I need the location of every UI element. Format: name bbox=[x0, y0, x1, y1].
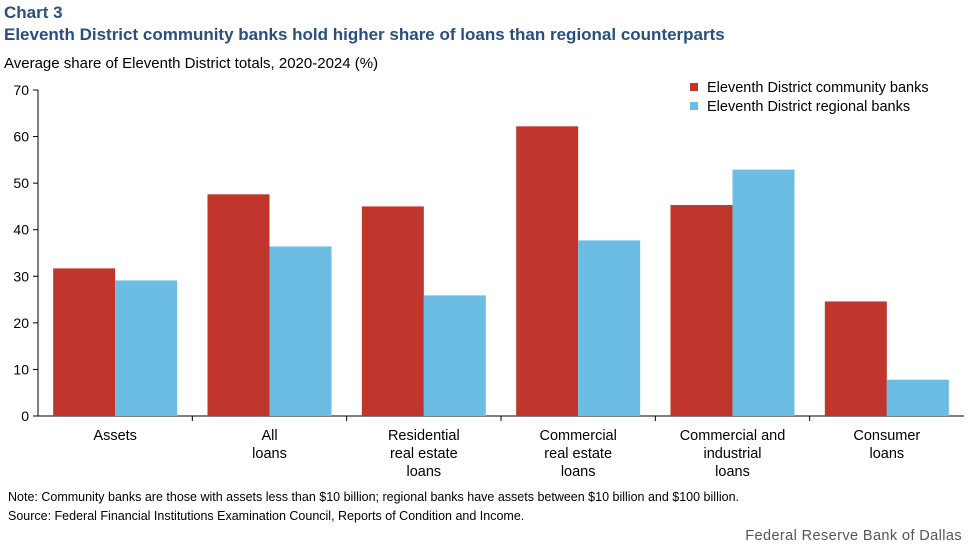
category-label: industrial bbox=[703, 446, 761, 462]
chart-subtitle: Average share of Eleventh District total… bbox=[4, 55, 379, 72]
category-label: Commercial and bbox=[680, 428, 786, 444]
bar-regional bbox=[886, 379, 949, 416]
category-label: Assets bbox=[93, 428, 137, 444]
chart-source: Source: Federal Financial Institutions E… bbox=[8, 509, 525, 523]
y-tick-label: 70 bbox=[13, 82, 29, 98]
bar-regional bbox=[578, 240, 641, 416]
legend-swatch-community bbox=[690, 83, 698, 91]
y-tick-label: 10 bbox=[13, 361, 29, 377]
category-label: Commercial bbox=[539, 428, 616, 444]
bar-regional bbox=[269, 246, 332, 416]
category-label: Residential bbox=[388, 428, 460, 444]
y-tick-label: 30 bbox=[13, 268, 29, 284]
y-tick-label: 20 bbox=[13, 315, 29, 331]
category-label: Consumer bbox=[853, 428, 920, 444]
bar-community bbox=[207, 194, 270, 416]
bar-community bbox=[670, 205, 733, 416]
bar-regional bbox=[732, 169, 795, 416]
bar-regional bbox=[423, 295, 486, 416]
legend-swatch-regional bbox=[690, 102, 698, 110]
category-label: real estate bbox=[390, 446, 458, 462]
category-label: loans bbox=[252, 446, 287, 462]
attribution: Federal Reserve Bank of Dallas bbox=[745, 528, 962, 544]
category-label: loans bbox=[561, 464, 596, 480]
category-label: All bbox=[261, 428, 277, 444]
legend-label-community: Eleventh District community banks bbox=[707, 80, 929, 96]
chart-number: Chart 3 bbox=[4, 3, 63, 22]
category-label: loans bbox=[869, 446, 904, 462]
y-tick-label: 0 bbox=[21, 408, 29, 424]
category-label: real estate bbox=[544, 446, 612, 462]
chart-title: Eleventh District community banks hold h… bbox=[4, 25, 725, 44]
bar-community bbox=[361, 206, 424, 416]
bar-community bbox=[53, 268, 116, 416]
chart-note: Note: Community banks are those with ass… bbox=[8, 490, 739, 504]
y-tick-label: 40 bbox=[13, 222, 29, 238]
y-tick-label: 50 bbox=[13, 175, 29, 191]
category-label: loans bbox=[715, 464, 750, 480]
bar-community bbox=[516, 126, 579, 416]
category-label: loans bbox=[406, 464, 441, 480]
bar-regional bbox=[115, 280, 178, 416]
bar-community bbox=[824, 301, 887, 416]
y-tick-label: 60 bbox=[13, 129, 29, 145]
legend-label-regional: Eleventh District regional banks bbox=[707, 99, 910, 115]
